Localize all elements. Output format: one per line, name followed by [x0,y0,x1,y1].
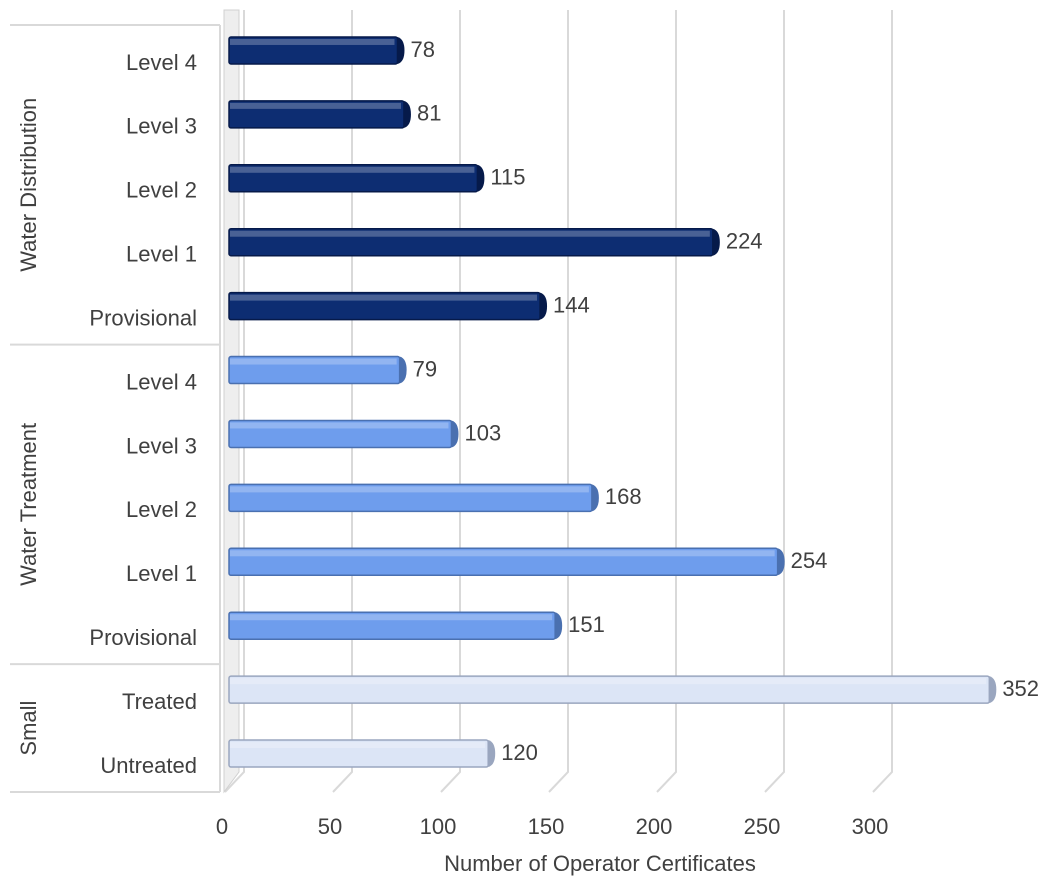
x-tick-label: 50 [318,814,342,839]
y-tick-label: Level 3 [126,114,197,139]
bar-cap [488,740,496,768]
group-label: Small [16,701,41,756]
data-label: 103 [464,420,501,445]
bar-group [228,547,785,577]
group-label: Water Treatment [16,423,41,586]
bar-group [228,291,548,321]
y-tick-label: Level 1 [126,561,197,586]
y-tick-label: Provisional [89,625,197,650]
bar-group [228,739,496,768]
bar-group [228,36,405,65]
bar-group [228,483,599,513]
bar-highlight [230,358,397,365]
x-tick-label: 150 [528,814,565,839]
bar-cap [555,612,563,640]
bar [228,36,399,65]
y-tick-label: Level 3 [126,433,197,458]
bar [228,227,714,257]
bar-highlight [230,166,475,173]
y-tick-label: Provisional [89,305,197,330]
bar-highlight [230,422,449,429]
y-tick-label: Level 2 [126,497,197,522]
grid-line [440,10,461,793]
bar-highlight [230,742,486,749]
bar-highlight [230,102,401,109]
data-label: 254 [791,548,828,573]
bar-group [228,611,563,640]
data-label: 224 [726,229,763,254]
bar-highlight [230,38,395,45]
bar-cap [591,484,599,512]
bar-highlight [230,230,710,237]
bar-cap [777,548,785,576]
bar-group [228,355,407,385]
bar-highlight [230,294,538,301]
y-tick-label: Level 1 [126,242,197,267]
bar-cap [399,356,407,384]
data-label: 144 [553,292,590,317]
bar-group [228,227,720,257]
data-label: 352 [1002,676,1039,701]
grid-line [656,10,677,793]
bar-cap [477,164,485,192]
bar-highlight [230,486,589,493]
x-tick-label: 250 [744,814,781,839]
group-label: Water Distribution [16,98,41,272]
y-tick-label: Untreated [100,753,197,778]
bar-highlight [230,614,553,621]
bar-highlight [230,678,987,685]
bar-group [228,164,485,193]
bar-group [228,419,459,449]
y-tick-label: Level 4 [126,50,197,75]
grid-line [548,10,569,793]
y-tick-label: Level 2 [126,178,197,203]
bar-cap [397,36,405,64]
bar-group [228,675,997,704]
data-label: 115 [490,165,525,190]
data-label: 81 [417,101,441,126]
bar-highlight [230,550,775,557]
data-label: 168 [605,484,642,509]
axis-wall [223,9,240,794]
bar-cap [712,228,720,256]
x-tick-label: 100 [420,814,457,839]
x-tick-label: 300 [852,814,889,839]
y-tick-label: Level 4 [126,369,197,394]
bar-cap [403,100,411,128]
bar-cap [540,292,548,320]
bar-cap [451,420,459,448]
x-tick-label: 0 [216,814,228,839]
grid-line [764,10,785,793]
data-label: 151 [568,612,605,637]
grid-line [872,10,893,793]
grid-line [332,10,353,793]
x-axis-title: Number of Operator Certificates [444,851,756,876]
bar-cap [989,676,997,704]
bar-group [228,100,411,129]
x-tick-label: 200 [636,814,673,839]
data-label: 78 [410,37,434,62]
grid-line [224,10,245,793]
data-label: 79 [413,356,437,381]
bar [228,419,453,449]
data-label: 120 [501,740,538,765]
y-tick-label: Treated [122,689,197,714]
